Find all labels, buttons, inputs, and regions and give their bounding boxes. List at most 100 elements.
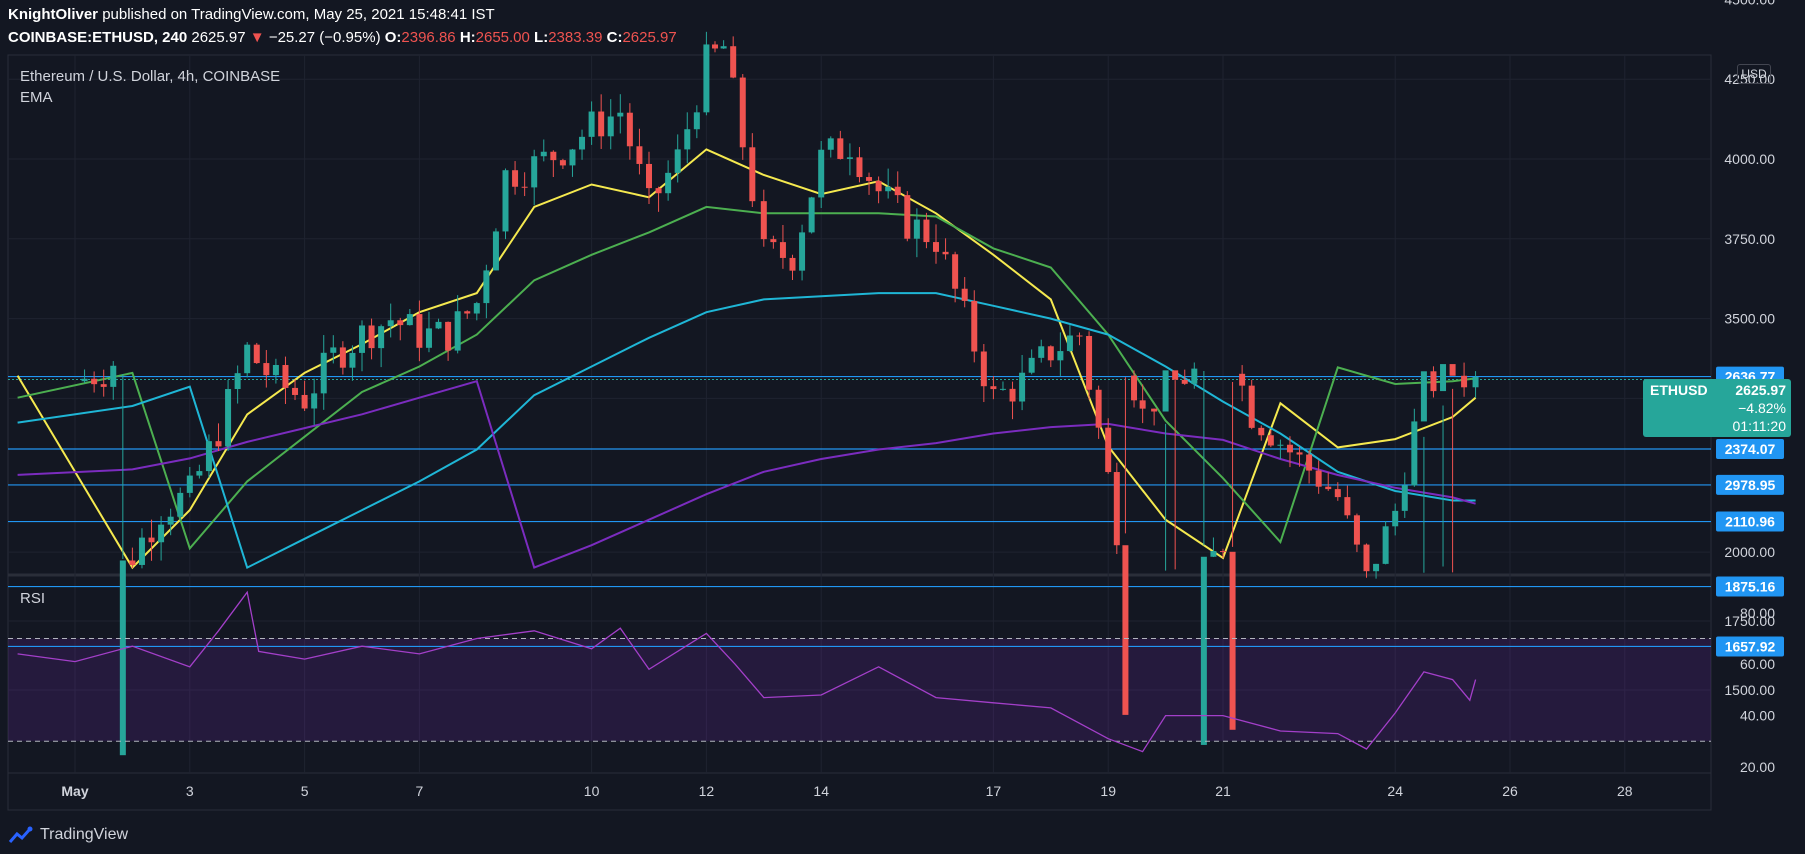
candle-body [416, 314, 423, 348]
candle-body [990, 386, 997, 390]
candle-body [904, 195, 911, 239]
rsi-axis-ticks: 80.00 60.00 40.00 20.00 [1740, 605, 1775, 775]
candle-body [749, 147, 756, 202]
brand-name: TradingView [40, 826, 129, 843]
candle-body [837, 138, 844, 159]
candle-body [770, 239, 777, 243]
candle-body [138, 537, 145, 565]
candles [81, 31, 1479, 756]
candle-body [1373, 563, 1380, 572]
candle-body [703, 44, 710, 113]
ohlc-line: COINBASE:ETHUSD, 240 2625.97 ▼ −25.27 (−… [8, 29, 677, 46]
candle-body [473, 303, 480, 314]
price-tag-symbol: ETHUSD [1650, 382, 1708, 398]
candle-body [1066, 335, 1073, 352]
ema-indicator-label[interactable]: EMA [20, 89, 53, 106]
candle-body [1401, 485, 1408, 511]
time-tick-label: 12 [699, 783, 715, 799]
rsi-tick-label: 60.00 [1740, 656, 1775, 672]
publish-line: KnightOliver published on TradingView.co… [8, 6, 495, 23]
candle-body [387, 320, 394, 327]
tradingview-logo[interactable]: TradingView [8, 826, 128, 844]
candle-body [971, 300, 978, 352]
candle-body [1200, 556, 1207, 745]
candle-body [1057, 351, 1064, 361]
author-name[interactable]: KnightOliver [8, 6, 99, 23]
currency-label[interactable]: USD [1737, 64, 1771, 84]
candle-body [129, 560, 136, 565]
time-tick-label: 10 [584, 783, 600, 799]
candle-body [846, 157, 853, 159]
candle-body [1113, 472, 1120, 546]
candle-body [885, 186, 892, 192]
candle-body [1248, 385, 1255, 428]
candle-body [1239, 373, 1246, 386]
candle-body [856, 157, 863, 178]
time-tick-label: 17 [986, 783, 1002, 799]
price-tick-label: 2000.00 [1724, 544, 1775, 560]
candle-body [1353, 515, 1360, 545]
price-tag-countdown: 01:11:20 [1733, 418, 1787, 434]
candle-body [1047, 346, 1054, 361]
candle-body [1382, 526, 1389, 564]
time-tick-label: 28 [1617, 783, 1633, 799]
candle-body [730, 46, 737, 78]
candle-body [253, 344, 260, 364]
level-tag-label: 1875.16 [1725, 579, 1776, 595]
candle-body [359, 325, 365, 353]
candle-body [244, 344, 251, 374]
price-tick-label: 1500.00 [1724, 682, 1775, 698]
candle-body [1139, 400, 1146, 409]
level-tag-bg [1716, 439, 1784, 459]
level-tag-label: 2110.96 [1725, 514, 1775, 530]
candle-body [1344, 497, 1351, 516]
tradingview-cloud-icon [8, 826, 33, 843]
candle-body [215, 441, 222, 447]
candle-body [760, 201, 767, 240]
price-change: −25.27 (−0.95%) [268, 29, 381, 46]
candle-body [196, 471, 203, 476]
candle-body [483, 270, 490, 304]
candle-body [617, 112, 624, 117]
rsi-indicator-label[interactable]: RSI [20, 590, 45, 607]
candle-body [406, 314, 413, 326]
candle-body [464, 311, 471, 314]
candle-body [952, 254, 959, 289]
level-tag-label: 2374.07 [1725, 441, 1776, 457]
candle-body [779, 242, 786, 258]
candle-body [110, 365, 117, 387]
candle-body [1028, 357, 1035, 373]
candle-body [913, 219, 920, 239]
candle-body [1325, 486, 1332, 490]
candle-body [301, 394, 308, 409]
price-tag-change: −4.82% [1738, 400, 1786, 416]
candle-body [1277, 444, 1284, 446]
candle-body [1038, 346, 1045, 358]
candle-body [636, 146, 643, 164]
candle-body [626, 112, 633, 147]
candle-body [339, 347, 346, 368]
time-tick-label: 24 [1387, 783, 1403, 799]
rsi-band [8, 638, 1711, 742]
candle-body [397, 320, 404, 326]
high-label: H: [459, 29, 476, 46]
candle-body [999, 388, 1006, 390]
candle-body [1220, 551, 1226, 553]
grid-lines [8, 55, 1711, 773]
candle-body [158, 524, 165, 543]
time-axis-ticks: May 3 5 7 10 12 14 17 19 21 24 26 28 [61, 783, 1632, 799]
level-tag-bg [1716, 636, 1784, 657]
candle-body [1210, 551, 1217, 557]
current-price-tag[interactable]: ETHUSD 2625.97 −4.82% 01:11:20 [1643, 379, 1791, 437]
last-price: 2625.97 [191, 29, 246, 46]
candle-body [378, 326, 385, 349]
rsi-tick-label: 80.00 [1740, 605, 1775, 621]
candle-body [1019, 372, 1026, 402]
level-tag-label: 2978.95 [1725, 477, 1776, 493]
candle-body [148, 537, 155, 543]
candle-body [1181, 379, 1188, 384]
level-tag-bg [1716, 511, 1784, 532]
candle-body [789, 257, 796, 271]
rsi-tick-label: 20.00 [1740, 759, 1775, 775]
